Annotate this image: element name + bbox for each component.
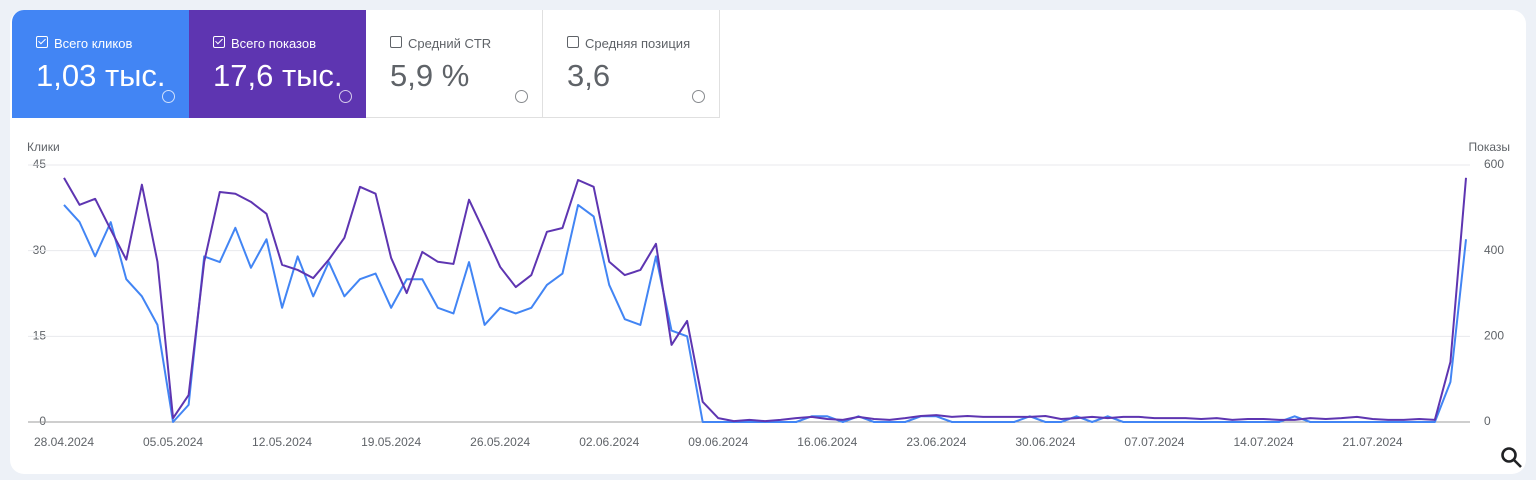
- metric-card[interactable]: Средняя позиция 3,6: [543, 10, 720, 118]
- checkbox[interactable]: [213, 36, 225, 48]
- y-tick-label: 0: [39, 414, 46, 428]
- checkbox[interactable]: [36, 36, 48, 48]
- x-tick-label: 16.06.2024: [797, 435, 857, 449]
- y-tick-label: 30: [33, 243, 47, 257]
- y-tick-label: 15: [33, 329, 47, 343]
- metric-value: 5,9 %: [390, 58, 470, 93]
- search-icon[interactable]: [1501, 447, 1522, 468]
- metric-value: 3,6: [567, 58, 611, 93]
- y2-tick-label: 200: [1484, 329, 1504, 343]
- metric-value: 17,6 тыс.: [213, 58, 343, 93]
- checkbox[interactable]: [567, 36, 579, 48]
- x-tick-label: 02.06.2024: [579, 435, 639, 449]
- metric-card[interactable]: Средний CTR 5,9 %: [366, 10, 543, 118]
- series-line: [63, 177, 1467, 423]
- metric-label: Средний CTR: [408, 36, 492, 51]
- x-tick-label: 21.07.2024: [1343, 435, 1403, 449]
- checkbox[interactable]: [390, 36, 402, 48]
- metric-value: 1,03 тыс.: [36, 58, 166, 93]
- y2-tick-label: 400: [1484, 243, 1504, 257]
- x-tick-label: 12.05.2024: [252, 435, 312, 449]
- help-icon[interactable]: [339, 90, 352, 103]
- metric-card[interactable]: Всего показов 17,6 тыс.: [189, 10, 366, 118]
- y-tick-label: 45: [33, 157, 47, 171]
- x-tick-label: 19.05.2024: [361, 435, 421, 449]
- help-icon[interactable]: [515, 90, 528, 103]
- x-tick-label: 23.06.2024: [906, 435, 966, 449]
- metric-label: Всего показов: [231, 36, 316, 51]
- x-tick-label: 30.06.2024: [1015, 435, 1075, 449]
- x-tick-label: 28.04.2024: [34, 435, 94, 449]
- metric-label: Средняя позиция: [585, 36, 691, 51]
- help-icon[interactable]: [162, 90, 175, 103]
- metric-label: Всего кликов: [54, 36, 133, 51]
- x-tick-label: 14.07.2024: [1233, 435, 1293, 449]
- y2-tick-label: 0: [1484, 414, 1491, 428]
- x-tick-label: 26.05.2024: [470, 435, 530, 449]
- y2-tick-label: 600: [1484, 157, 1504, 171]
- x-tick-label: 09.06.2024: [688, 435, 748, 449]
- y2-axis-label: Показы: [1469, 140, 1510, 154]
- metric-card[interactable]: Всего кликов 1,03 тыс.: [12, 10, 189, 118]
- help-icon[interactable]: [692, 90, 705, 103]
- x-tick-label: 05.05.2024: [143, 435, 203, 449]
- y-axis-label: Клики: [27, 140, 60, 154]
- x-tick-label: 07.07.2024: [1124, 435, 1184, 449]
